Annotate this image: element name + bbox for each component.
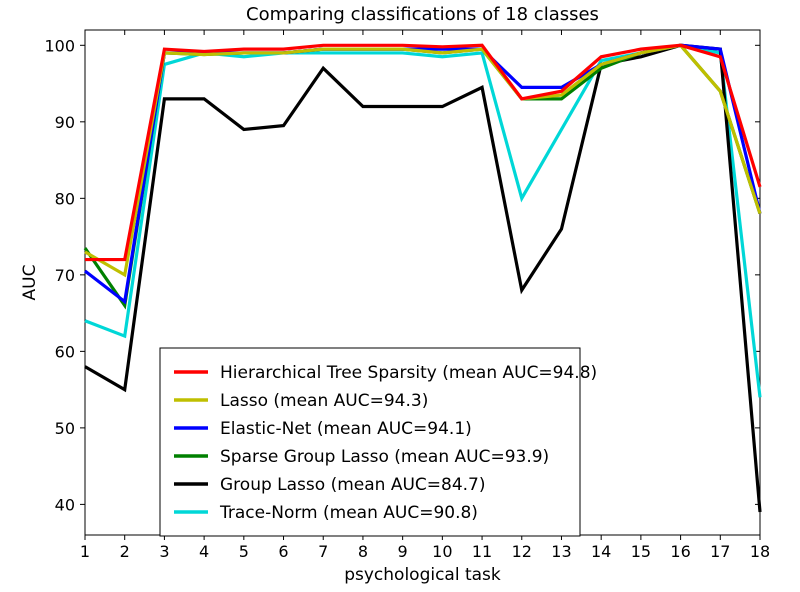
legend-label: Group Lasso (mean AUC=84.7) <box>220 475 485 495</box>
y-tick-label: 40 <box>55 495 75 514</box>
y-tick-label: 90 <box>55 113 75 132</box>
legend: Hierarchical Tree Sparsity (mean AUC=94.… <box>160 348 597 536</box>
x-tick-label: 16 <box>670 542 690 561</box>
y-axis-label: AUC <box>20 265 40 301</box>
x-tick-label: 12 <box>512 542 532 561</box>
legend-label: Sparse Group Lasso (mean AUC=93.9) <box>220 447 549 467</box>
x-tick-label: 13 <box>551 542 571 561</box>
legend-label: Hierarchical Tree Sparsity (mean AUC=94.… <box>220 363 597 383</box>
x-tick-label: 2 <box>120 542 130 561</box>
x-tick-label: 6 <box>278 542 288 561</box>
x-tick-label: 14 <box>591 542 611 561</box>
x-tick-label: 7 <box>318 542 328 561</box>
chart-title: Comparing classifications of 18 classes <box>246 4 599 25</box>
y-tick-label: 60 <box>55 342 75 361</box>
auc-line-chart: Comparing classifications of 18 classes … <box>0 0 800 592</box>
legend-label: Trace-Norm (mean AUC=90.8) <box>219 503 478 523</box>
x-tick-label: 17 <box>710 542 730 561</box>
x-tick-label: 8 <box>358 542 368 561</box>
x-tick-label: 4 <box>199 542 209 561</box>
y-tick-label: 50 <box>55 419 75 438</box>
x-tick-label: 5 <box>239 542 249 561</box>
x-tick-label: 11 <box>472 542 492 561</box>
y-tick-label: 70 <box>55 266 75 285</box>
y-tick-label: 100 <box>44 36 75 55</box>
x-tick-label: 9 <box>398 542 408 561</box>
x-tick-label: 18 <box>750 542 770 561</box>
x-tick-label: 1 <box>80 542 90 561</box>
x-tick-label: 10 <box>432 542 452 561</box>
legend-label: Elastic-Net (mean AUC=94.1) <box>220 419 472 439</box>
y-tick-label: 80 <box>55 189 75 208</box>
x-tick-label: 15 <box>631 542 651 561</box>
legend-label: Lasso (mean AUC=94.3) <box>220 391 428 411</box>
x-tick-label: 3 <box>159 542 169 561</box>
x-axis-label: psychological task <box>344 565 501 585</box>
